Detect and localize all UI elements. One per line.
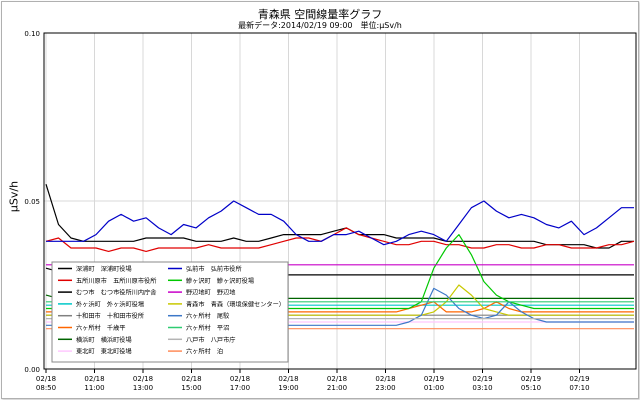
- legend-entry: 六ヶ所村 千歳平: [76, 324, 126, 332]
- x-tick-date: 02/18: [133, 375, 153, 383]
- x-tick-date: 02/19: [569, 375, 589, 383]
- x-tick-date: 02/18: [84, 375, 104, 383]
- x-tick-date: 02/18: [375, 375, 395, 383]
- x-tick-date: 02/19: [472, 375, 492, 383]
- x-tick-date: 02/19: [424, 375, 444, 383]
- x-tick-date: 02/18: [181, 375, 201, 383]
- legend-entry: むつ市 むつ市役所川内庁舎: [76, 289, 156, 297]
- x-tick-time: 23:00: [375, 384, 395, 392]
- y-tick-label: 0.00: [24, 366, 40, 374]
- legend-entry: 青森市 青森（環境保健センター）: [186, 300, 285, 308]
- legend-entry: 五所川原市 五所川原市役所: [76, 277, 156, 285]
- series-line-1: [45, 227, 635, 252]
- x-tick-time: 08:50: [36, 384, 56, 392]
- legend-box: [51, 261, 289, 363]
- x-tick-time: 11:00: [84, 384, 104, 392]
- x-tick-time: 19:00: [278, 384, 298, 392]
- legend-entry: 野辺地町 野辺地: [186, 289, 236, 297]
- x-tick-time: 15:00: [181, 384, 201, 392]
- x-tick-labels: 02/1808:5002/1811:0002/1813:0002/1815:00…: [36, 369, 590, 392]
- legend-entry: 六ヶ所村 平沼: [186, 324, 229, 332]
- plot-border: [43, 32, 637, 370]
- legend-entry: 外ヶ浜町 外ヶ浜町役場: [76, 300, 144, 308]
- x-tick-time: 13:00: [133, 384, 153, 392]
- y-tick-label: 0.10: [24, 30, 40, 38]
- legend-entry: 十和田市 十和田市役所: [76, 312, 144, 320]
- legend-entry: 八戸市 八戸市庁: [186, 336, 236, 344]
- series-line-8: [46, 200, 634, 246]
- x-tick-time: 17:00: [230, 384, 250, 392]
- x-tick-date: 02/18: [36, 375, 56, 383]
- chart-subtitle: 最新データ:2014/02/19 09:00 単位:μSv/h: [238, 21, 402, 30]
- x-tick-date: 02/18: [278, 375, 298, 383]
- x-tick-date: 02/19: [521, 375, 541, 383]
- legend-entry: 鰺ヶ沢町 鰺ヶ沢町役場: [186, 277, 254, 285]
- y-tick-labels: 0.00 0.05 0.10: [24, 30, 40, 374]
- legend-entry: 六ヶ所村 泊: [186, 348, 223, 356]
- x-tick-date: 02/18: [327, 375, 347, 383]
- chart-title: 青森県 空間線量率グラフ: [257, 8, 383, 21]
- x-tick-time: 01:00: [424, 384, 444, 392]
- legend-entry: 弘前市 弘前市役所: [186, 265, 242, 273]
- x-tick-date: 02/18: [230, 375, 250, 383]
- series-line-0: [45, 184, 634, 249]
- x-tick-time: 05:10: [521, 384, 541, 392]
- legend-entry: 深浦町 深浦町役場: [76, 265, 132, 273]
- x-tick-time: 07:10: [569, 384, 589, 392]
- x-tick-time: 21:00: [327, 384, 347, 392]
- legend-entry: 東北町 東北町役場: [76, 348, 132, 356]
- legend-entry: 六ヶ所村 尾駮: [186, 312, 230, 320]
- y-tick-label: 0.05: [24, 198, 40, 206]
- legend-entry: 横浜町 横浜町役場: [76, 336, 132, 344]
- x-tick-time: 03:10: [472, 384, 492, 392]
